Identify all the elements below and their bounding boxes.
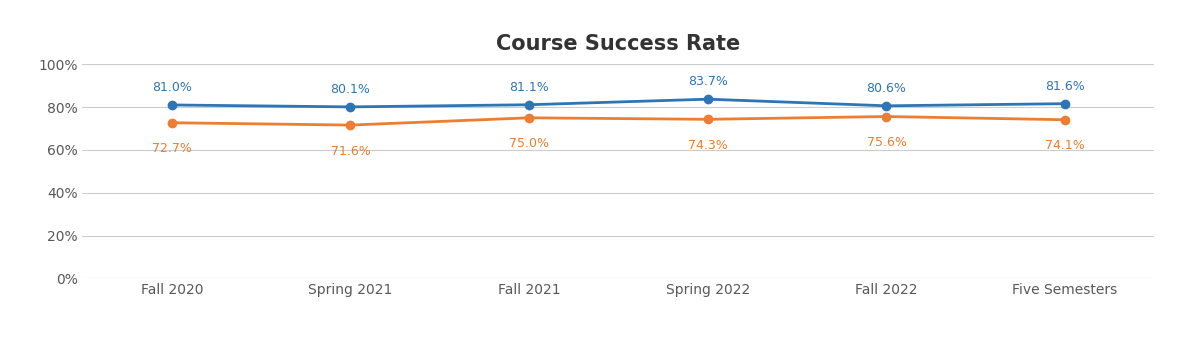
Text: 75.6%: 75.6% (867, 136, 906, 149)
Text: 81.6%: 81.6% (1045, 80, 1085, 92)
Students without Children (FAFSA) (1058, 117, 1072, 122)
Students without Children (FAFSA) (879, 114, 893, 119)
Text: 80.1%: 80.1% (331, 83, 370, 96)
Text: 72.7%: 72.7% (152, 142, 192, 155)
Students with Children (FAFSA) (522, 102, 536, 107)
Text: 71.6%: 71.6% (331, 145, 370, 157)
Students with Children (FAFSA) (165, 103, 179, 107)
Line: Students without Children (FAFSA): Students without Children (FAFSA) (167, 112, 1070, 129)
Students with Children (FAFSA) (879, 104, 893, 108)
Students with Children (FAFSA) (344, 105, 358, 109)
Students without Children (FAFSA) (344, 123, 358, 127)
Students without Children (FAFSA) (701, 117, 715, 121)
Students with Children (FAFSA) (1058, 101, 1072, 106)
Students with Children (FAFSA) (701, 97, 715, 101)
Text: 80.6%: 80.6% (867, 82, 906, 95)
Title: Course Success Rate: Course Success Rate (496, 34, 741, 54)
Text: 74.1%: 74.1% (1045, 139, 1085, 152)
Text: 81.0%: 81.0% (152, 81, 192, 94)
Text: 75.0%: 75.0% (509, 137, 549, 150)
Students without Children (FAFSA) (522, 116, 536, 120)
Text: 83.7%: 83.7% (688, 75, 728, 88)
Text: 74.3%: 74.3% (688, 139, 728, 152)
Line: Students with Children (FAFSA): Students with Children (FAFSA) (167, 95, 1070, 111)
Text: 81.1%: 81.1% (509, 81, 549, 94)
Students without Children (FAFSA) (165, 121, 179, 125)
